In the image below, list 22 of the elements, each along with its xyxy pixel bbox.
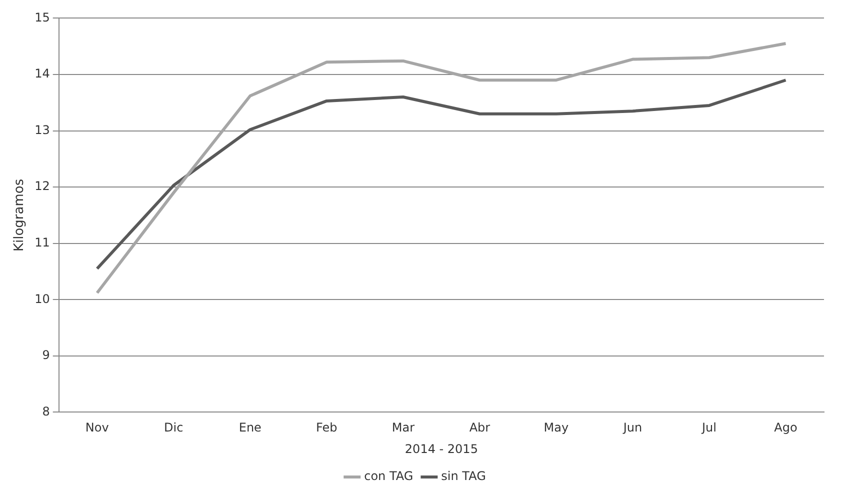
y-tick-label: 13 xyxy=(34,122,50,137)
x-tick-label: Mar xyxy=(392,420,415,435)
x-tick-label: May xyxy=(544,420,569,435)
y-tick-label: 15 xyxy=(34,10,50,24)
x-tick-label: Nov xyxy=(85,420,109,435)
x-tick-label: Ago xyxy=(774,420,798,435)
y-tick-label: 12 xyxy=(34,179,50,194)
x-tick-label: Jun xyxy=(622,420,642,435)
x-tick-label: Jul xyxy=(700,420,716,435)
y-tick-label: 14 xyxy=(34,66,50,81)
y-tick-label: 10 xyxy=(34,292,50,306)
y-tick-label: 11 xyxy=(34,235,50,250)
x-tick-label: Ene xyxy=(238,420,262,435)
y-tick-label: 9 xyxy=(42,348,50,362)
y-tick-label: 8 xyxy=(42,404,50,418)
x-tick-label: Abr xyxy=(469,420,490,435)
x-axis-title: 2014 - 2015 xyxy=(404,442,478,456)
legend-label: sin TAG xyxy=(441,469,486,484)
x-tick-label: Dic xyxy=(164,420,184,435)
legend-label: con TAG xyxy=(364,469,414,484)
y-axis-title: Kilogramos xyxy=(12,178,28,252)
x-tick-label: Feb xyxy=(316,420,338,435)
